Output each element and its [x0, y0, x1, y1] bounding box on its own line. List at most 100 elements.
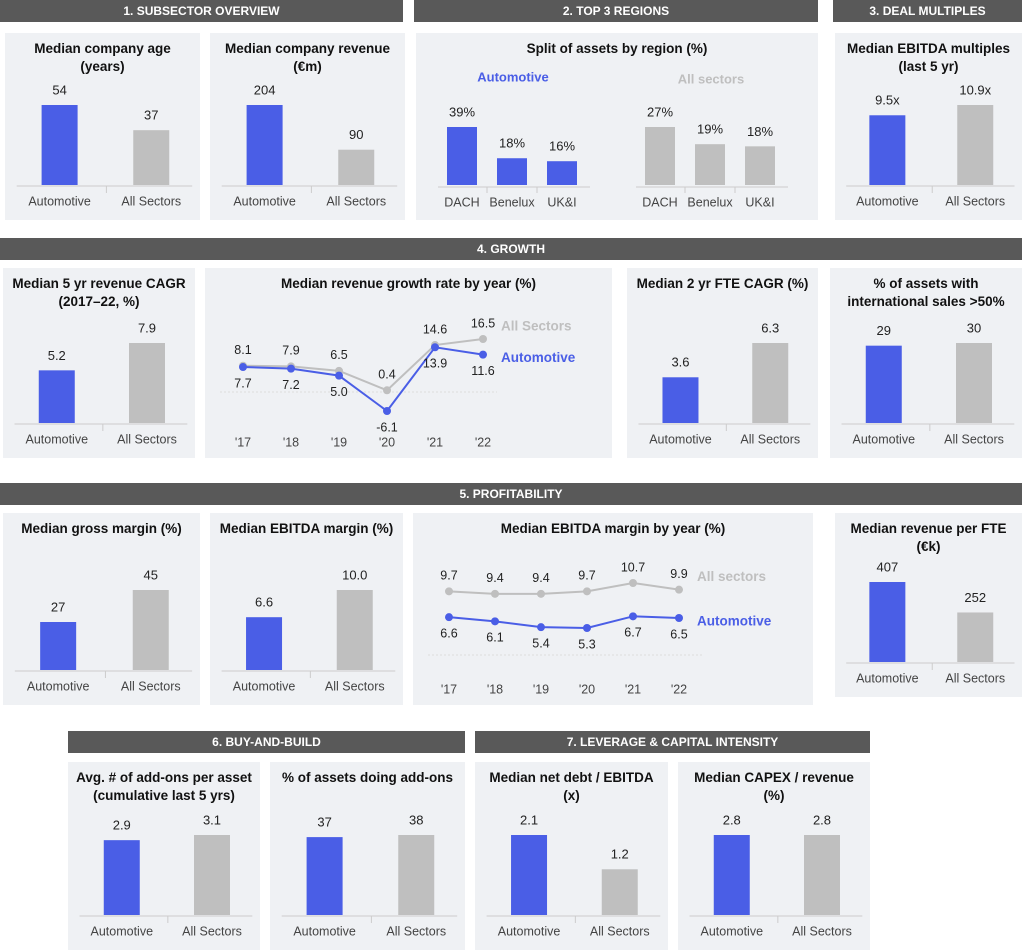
chart-title: Split of assets by region (%) — [526, 41, 708, 56]
x-tick-label: '22 — [475, 435, 491, 449]
panel-background — [416, 33, 818, 220]
category-label: All Sectors — [590, 924, 650, 938]
value-label: 6.3 — [761, 320, 779, 335]
value-label: 2.9 — [113, 818, 131, 833]
category-label: Automotive — [498, 924, 561, 938]
point — [479, 335, 487, 343]
point — [537, 589, 545, 598]
value-label: 9.4 — [532, 571, 549, 585]
bar — [133, 130, 170, 185]
legend-label: Automotive — [501, 350, 576, 365]
value-label: 7.2 — [282, 378, 299, 392]
category-label: All Sectors — [740, 432, 800, 446]
value-label: 5.0 — [330, 385, 347, 399]
panel-background — [210, 513, 403, 705]
bar — [40, 622, 77, 670]
category-label: Automotive — [856, 194, 919, 208]
category-label: Automotive — [28, 194, 91, 208]
panel: 2.8 Automotive 2.8 All Sectors — [678, 762, 870, 950]
section-header: 2. TOP 3 REGIONS — [414, 0, 818, 22]
value-label: 6.1 — [486, 631, 503, 645]
point — [491, 589, 499, 598]
chart-title: Median company revenue (€m) — [224, 41, 391, 74]
value-label: 16.5 — [471, 316, 495, 330]
value-label: 9.4 — [486, 571, 503, 585]
point — [239, 363, 247, 372]
category-label: Automotive — [649, 432, 712, 446]
bar — [869, 115, 906, 185]
value-label: 13.9 — [423, 357, 447, 371]
value-label: 2.8 — [723, 812, 741, 827]
panel: 54 Automotive 37 All Sectors — [5, 33, 200, 220]
panel: '17 '18 '19 '20 '21 '22 9.7 9.4 9.4 9.7 10.7 9.9 All… — [413, 513, 813, 705]
panel: 27 Automotive 45 All Sectors — [3, 513, 200, 705]
value-label: 9.9 — [670, 567, 687, 581]
value-label: 11.6 — [471, 364, 494, 378]
value-label: 9.7 — [578, 569, 595, 583]
value-label: 90 — [349, 127, 363, 142]
value-label: 39% — [449, 104, 475, 119]
line — [242, 346, 484, 413]
value-label: 7.9 — [282, 344, 299, 358]
value-label: 16% — [549, 139, 575, 154]
category-label: Automotive — [25, 432, 88, 446]
bar — [497, 158, 527, 185]
value-label: 18% — [747, 124, 773, 139]
chart-title: Median net debt / EBITDA (x) — [489, 770, 654, 803]
x-tick-label: '18 — [283, 435, 299, 449]
x-tick-label: '21 — [625, 682, 641, 696]
bar — [246, 105, 283, 185]
category-label: All Sectors — [325, 679, 385, 693]
bar — [132, 590, 169, 670]
bar — [752, 343, 789, 423]
category-label: All Sectors — [121, 194, 181, 208]
value-label: 6.5 — [330, 348, 347, 362]
bar — [398, 835, 435, 915]
value-label: 6.7 — [624, 626, 641, 640]
point — [383, 407, 391, 415]
value-label: 204 — [254, 82, 276, 97]
bar — [662, 377, 699, 423]
value-label: 6.6 — [440, 626, 457, 640]
chart-title: % of assets doing add-ons — [281, 770, 454, 785]
value-label: 3.1 — [203, 812, 221, 827]
panel-background — [3, 513, 200, 705]
x-tick-label: '19 — [533, 682, 549, 696]
bar — [547, 161, 577, 185]
category-label: All Sectors — [182, 924, 242, 938]
bar — [338, 149, 375, 185]
panel: 9.5x Automotive 10.9x All Sectors — [835, 33, 1022, 220]
point — [335, 371, 343, 380]
panel: 3.6 Automotive 6.3 All Sectors — [627, 268, 818, 458]
panel: 2.1 Automotive 1.2 All Sectors — [475, 762, 668, 950]
value-label: 2.8 — [813, 812, 831, 827]
panel: 204 Automotive 90 All Sectors — [210, 33, 405, 220]
category-label: All Sectors — [945, 671, 1005, 685]
value-label: 27 — [51, 599, 65, 614]
bar — [41, 105, 78, 185]
section-header: 1. SUBSECTOR OVERVIEW — [0, 0, 403, 22]
point — [491, 617, 499, 626]
value-label: 2.1 — [520, 812, 538, 827]
bar — [865, 345, 902, 423]
point — [675, 585, 683, 594]
category-label: Automotive — [293, 924, 356, 938]
panel: 29 Automotive 30 All Sectors — [830, 268, 1022, 458]
x-tick-label: '21 — [427, 435, 443, 449]
value-label: 8.1 — [234, 343, 251, 357]
bar — [129, 343, 165, 423]
value-label: 10.0 — [342, 567, 367, 582]
line — [448, 581, 680, 595]
category-label: Benelux — [489, 195, 535, 209]
x-tick-label: '19 — [331, 435, 347, 449]
bar — [336, 590, 373, 670]
value-label: 6.6 — [255, 595, 273, 610]
bar — [869, 582, 906, 662]
value-label: 10.7 — [621, 560, 645, 574]
panel: 5.2 Automotive 7.9 All Sectors — [3, 268, 195, 458]
point — [445, 613, 453, 622]
x-tick-label: '17 — [441, 682, 457, 696]
panel-background — [627, 268, 818, 458]
category-label: Automotive — [27, 679, 90, 693]
